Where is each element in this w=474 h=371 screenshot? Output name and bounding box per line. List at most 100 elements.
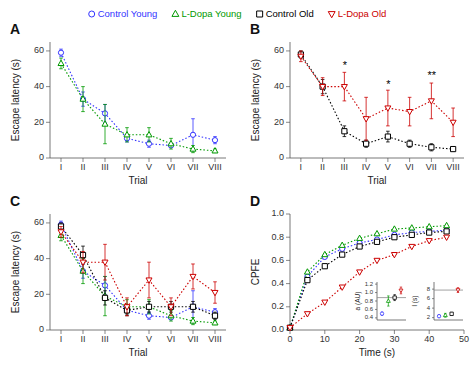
x-tick-label: 40 [424,334,434,344]
plot-area [377,287,406,315]
plot-area [58,221,218,325]
y-axis-line [434,282,435,320]
x-tick [171,330,172,334]
error-bar [147,301,151,312]
data-point [146,132,152,137]
x-tick-label: VI [167,334,176,344]
data-point [58,60,64,65]
y-tick-label: 60 [34,45,44,55]
y-tick [46,294,50,295]
error-bar [387,296,389,306]
data-point [190,132,195,137]
x-tick [127,158,128,162]
x-tick-label: VIII [446,162,460,172]
data-point [342,129,347,134]
legend-marker [172,10,179,16]
x-tick-label: II [320,162,325,172]
series-line [61,226,215,315]
x-tick-label: 50 [459,334,469,344]
data-point [287,325,292,330]
x-axis-line [377,320,406,321]
y-tick [286,122,290,123]
data-point [364,141,369,146]
data-point [287,326,293,331]
data-point [190,318,196,323]
y-tick [286,237,290,238]
annotation: ** [427,69,436,81]
x-tick-label: V [146,334,152,344]
error-bar [457,288,459,293]
data-point [58,50,63,55]
x-tick-label: 10 [320,334,330,344]
series-line [290,226,447,328]
y-tick [375,292,377,293]
x-tick [322,158,323,162]
panel-title: C [10,193,20,209]
x-tick-label: VII [187,334,198,344]
legend-marker [328,12,335,18]
y-tick-label: 0.0 [271,324,284,334]
error-bar [444,313,446,317]
data-point [443,313,447,316]
legend-marker [257,11,263,17]
x-tick [171,158,172,162]
y-tick [46,158,50,159]
data-point [340,252,345,257]
y-axis-label: Escape latency (s) [250,59,261,141]
x-tick-label: I [60,334,63,344]
data-point [322,264,327,269]
x-tick-label: VI [167,162,176,172]
data-point [322,251,328,256]
panel: 2468l (s) [411,282,463,320]
data-point [80,96,86,101]
legend-item: Control Young [89,8,158,19]
series-line [61,235,215,322]
y-tick-label: 40 [274,81,284,91]
x-tick-label: II [80,334,85,344]
data-point [391,253,397,258]
y-tick [46,86,50,87]
data-point [450,120,456,125]
data-point [392,235,397,240]
plot-area [434,288,463,318]
data-point [168,304,173,309]
data-point [341,85,347,90]
x-tick [105,158,106,162]
x-tick [409,158,410,162]
y-tick [375,309,377,310]
data-point [58,230,64,235]
y-axis-label: a (AU) [354,292,362,311]
legend-item: L-Dopa Young [172,8,242,19]
error-bar [400,287,402,294]
x-tick-label: III [101,334,109,344]
panel: 0204060IIIIIIIVVVIVIIVIIITrialEscape lat… [10,21,226,186]
legend-marker [89,11,95,17]
x-tick-label: V [385,162,391,172]
legend-label: Control Old [266,8,314,19]
data-point [357,244,362,249]
y-tick [432,289,434,290]
y-tick [46,330,50,331]
x-tick-label: 20 [355,334,365,344]
data-point [212,313,217,318]
data-point [124,305,130,310]
data-point [320,85,326,90]
x-tick [464,330,465,334]
x-tick-label: VII [187,162,198,172]
series-line [290,231,447,327]
data-point [374,230,380,235]
plot-area [58,49,218,153]
x-tick [149,158,150,162]
data-point [102,295,107,300]
data-point [374,239,379,244]
data-point [80,260,86,265]
error-bar [103,276,107,315]
data-point [409,244,415,249]
error-bar [386,131,390,142]
data-point [190,304,195,309]
data-point [212,148,218,153]
data-point [444,235,450,240]
data-point [322,300,328,305]
x-tick [61,330,62,334]
data-point [357,235,363,240]
